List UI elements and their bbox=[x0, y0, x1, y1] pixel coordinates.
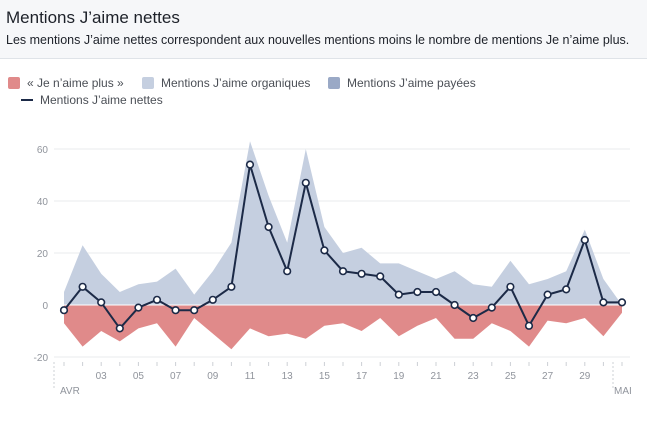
x-tick-label: 23 bbox=[468, 371, 480, 382]
net-likes-point bbox=[245, 160, 255, 169]
unlikes-area bbox=[64, 305, 622, 350]
net-likes-point bbox=[431, 287, 441, 297]
x-tick-label: 27 bbox=[542, 371, 554, 382]
x-tick-label: 21 bbox=[430, 371, 442, 382]
legend-item-organic[interactable]: Mentions J’aime organiques bbox=[142, 76, 310, 90]
x-tick-label: 13 bbox=[282, 371, 294, 382]
net-likes-point bbox=[134, 303, 143, 312]
x-tick-label: 07 bbox=[170, 371, 182, 382]
y-tick-label: 40 bbox=[37, 197, 49, 208]
page-header: Mentions J’aime nettes Les mentions J’ai… bbox=[0, 0, 647, 59]
y-tick-label: 0 bbox=[42, 301, 48, 312]
y-tick-label: -20 bbox=[34, 353, 49, 364]
x-tick-label: 11 bbox=[245, 371, 256, 382]
x-month-label-end: MAI bbox=[614, 386, 632, 397]
net-likes-point bbox=[338, 267, 348, 276]
y-tick-label: 20 bbox=[37, 249, 49, 260]
net-likes-point bbox=[580, 235, 589, 245]
net-likes-point bbox=[190, 306, 199, 315]
legend-swatch-organic bbox=[142, 77, 154, 89]
legend-item-paid[interactable]: Mentions J’aime payées bbox=[328, 76, 476, 90]
net-likes-point bbox=[543, 290, 552, 299]
net-likes-point bbox=[78, 282, 87, 291]
net-likes-point bbox=[357, 269, 366, 278]
net-likes-point bbox=[227, 282, 236, 291]
page-subtitle: Les mentions J’aime nettes correspondent… bbox=[6, 33, 630, 47]
legend-swatch-net bbox=[21, 99, 33, 101]
legend-swatch-paid bbox=[328, 77, 340, 89]
net-likes-point bbox=[487, 303, 496, 312]
x-tick-label: 19 bbox=[393, 371, 405, 382]
page-title: Mentions J’aime nettes bbox=[6, 8, 180, 27]
net-likes-point bbox=[59, 306, 69, 315]
net-likes-point bbox=[115, 324, 124, 333]
net-likes-point bbox=[599, 298, 608, 307]
net-likes-point bbox=[171, 306, 180, 315]
x-tick-label: 29 bbox=[579, 371, 591, 382]
net-likes-point bbox=[376, 272, 385, 281]
x-tick-label: 05 bbox=[133, 371, 145, 382]
x-month-label-start: AVR bbox=[60, 386, 80, 397]
y-tick-label: 60 bbox=[37, 145, 49, 156]
net-likes-point bbox=[562, 285, 571, 294]
net-likes-point bbox=[394, 290, 403, 299]
net-likes-point bbox=[152, 295, 162, 304]
net-likes-point bbox=[320, 246, 329, 255]
x-tick-label: 25 bbox=[505, 371, 517, 382]
net-likes-point bbox=[450, 300, 459, 310]
legend-label-paid: Mentions J’aime payées bbox=[347, 76, 476, 90]
net-likes-point bbox=[97, 298, 106, 307]
net-likes-point bbox=[264, 222, 273, 232]
net-likes-point bbox=[413, 287, 422, 297]
net-likes-point bbox=[301, 178, 310, 187]
net-likes-point bbox=[506, 282, 515, 291]
legend-label-organic: Mentions J’aime organiques bbox=[161, 76, 311, 90]
legend-label-unlikes: « Je n’aime plus » bbox=[27, 76, 124, 90]
legend-item-unlikes[interactable]: « Je n’aime plus » bbox=[8, 76, 124, 90]
x-tick-label: 15 bbox=[319, 371, 331, 382]
x-tick-label: 09 bbox=[207, 371, 219, 382]
net-likes-point bbox=[469, 313, 478, 323]
x-tick-label: 17 bbox=[356, 371, 368, 382]
legend-swatch-unlikes bbox=[8, 77, 20, 89]
organic-likes-area bbox=[64, 141, 622, 305]
x-tick-label: 03 bbox=[96, 371, 108, 382]
net-likes-point bbox=[524, 321, 534, 330]
legend-item-net[interactable]: Mentions J’aime nettes bbox=[21, 93, 163, 107]
legend-label-net: Mentions J’aime nettes bbox=[40, 93, 163, 107]
net-likes-point bbox=[617, 298, 627, 307]
net-likes-point bbox=[208, 295, 217, 304]
net-likes-point bbox=[283, 267, 292, 276]
